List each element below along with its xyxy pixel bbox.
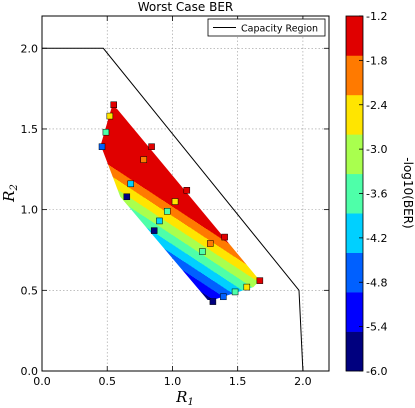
y-tick-label: 2.0 [21, 42, 39, 55]
colorbar-segment [346, 55, 363, 96]
x-axis-label: R1 [175, 388, 194, 408]
x-tick-label: 1.0 [164, 375, 182, 388]
colorbar-tick-label: -3.6 [366, 188, 387, 201]
colorbar-segment [346, 94, 363, 135]
y-axis-label-sub: 2 [9, 184, 20, 191]
colorbar: -1.2 -1.8 -2.4 -3.0 -3.6 -4.2 -4.8 -5.4 -6.0 [345, 10, 387, 378]
y-tick-label: 0.0 [21, 365, 39, 378]
y-tick-label: 0.5 [21, 284, 39, 297]
colorbar-tick-label: -6.0 [366, 365, 387, 378]
x-axis-label-sub: 1 [187, 397, 193, 408]
ber-point [163, 208, 171, 215]
ber-point [183, 187, 191, 194]
x-tick-label: 1.5 [229, 375, 247, 388]
ber-point [171, 198, 179, 205]
ber-point [199, 248, 206, 255]
ber-point [231, 288, 239, 296]
x-axis-label-main: R [175, 388, 187, 406]
ber-point [243, 283, 251, 291]
colorbar-tick-label: -2.4 [366, 99, 387, 112]
ber-point [127, 180, 134, 188]
plot-frame [41, 15, 330, 372]
y-tick-label: 1.0 [21, 204, 39, 217]
colorbar-label: -log10(BER) [401, 157, 415, 228]
y-axis-label: R2 [0, 184, 20, 203]
y-axis-label-main: R [0, 191, 18, 203]
colorbar-tick-label: -3.0 [366, 143, 387, 156]
ber-contour-region [100, 104, 260, 300]
ber-point [110, 101, 117, 108]
colorbar-tick-label: -4.2 [366, 232, 387, 245]
colorbar-segment [346, 213, 363, 253]
contour-fill [100, 104, 260, 300]
legend: Capacity Region [207, 18, 326, 37]
ber-point [98, 143, 106, 150]
colorbar-tick-label: -4.8 [366, 276, 387, 289]
ber-point [221, 233, 228, 241]
capacity-region-line [42, 47, 304, 371]
axis-ticks: 0.0 0.5 1.0 1.5 2.0 0.0 0.5 1.0 1.5 2.0 [21, 16, 329, 388]
ber-point [207, 240, 214, 247]
colorbar-tick-label: -5.4 [366, 321, 387, 334]
colorbar-segment [346, 134, 363, 175]
ber-point [106, 112, 114, 120]
colorbar-segment [346, 16, 363, 56]
ber-point [123, 193, 131, 200]
ber-point [209, 298, 217, 305]
x-tick-label: 0.0 [33, 375, 51, 388]
capacity-region-curve [42, 47, 304, 371]
colorbar-segment [346, 292, 363, 332]
ber-points [98, 101, 264, 305]
y-tick-label: 1.5 [21, 123, 39, 136]
ber-point [220, 293, 227, 301]
legend-box [207, 18, 326, 37]
ber-point [102, 128, 110, 136]
ber-point [156, 217, 163, 225]
ber-point [256, 277, 264, 284]
colorbar-tick-label: -1.2 [366, 10, 387, 23]
x-tick-label: 0.5 [98, 375, 116, 388]
colorbar-segment [346, 173, 363, 214]
chart-title: Worst Case BER [138, 0, 234, 14]
colorbar-segment [346, 331, 363, 372]
ber-point [150, 227, 158, 234]
colorbar-tick-label: -1.8 [366, 54, 387, 67]
legend-label: Capacity Region [241, 24, 318, 35]
colorbar-segment [346, 252, 363, 293]
ber-point [148, 143, 155, 150]
ber-point [140, 156, 148, 163]
x-tick-label: 2.0 [294, 375, 312, 388]
